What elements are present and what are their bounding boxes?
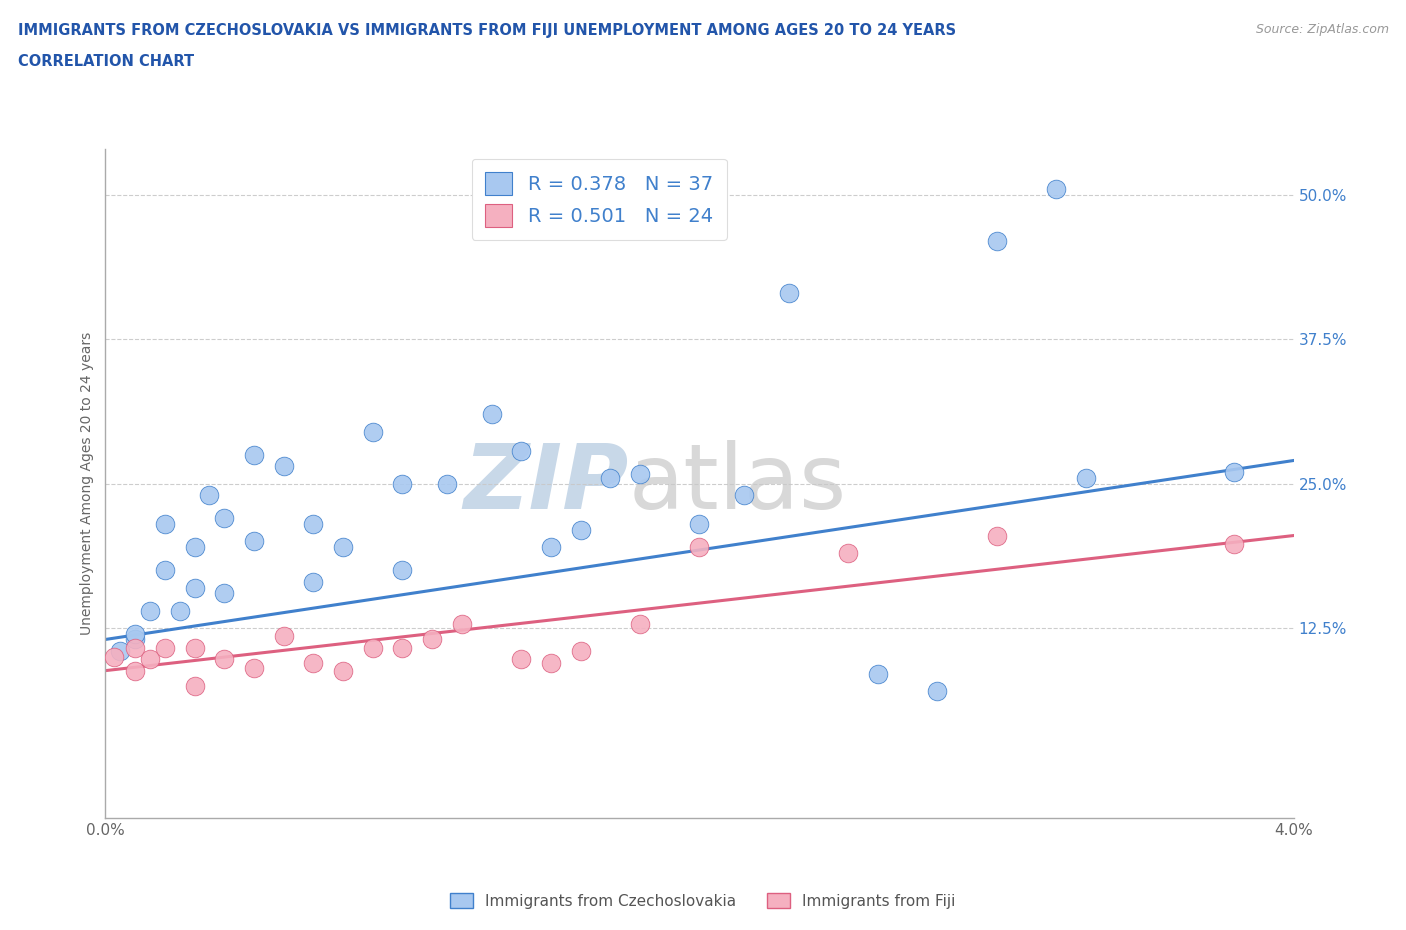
Point xyxy=(391,563,413,578)
Point xyxy=(243,447,266,462)
Text: atlas: atlas xyxy=(628,440,846,527)
Point xyxy=(361,640,384,655)
Point xyxy=(214,511,236,525)
Point xyxy=(927,684,949,698)
Text: CORRELATION CHART: CORRELATION CHART xyxy=(18,54,194,69)
Point xyxy=(124,632,146,647)
Point xyxy=(214,652,236,667)
Point xyxy=(420,632,443,647)
Point xyxy=(124,626,146,641)
Point xyxy=(183,678,205,693)
Y-axis label: Unemployment Among Ages 20 to 24 years: Unemployment Among Ages 20 to 24 years xyxy=(80,332,94,635)
Point xyxy=(110,644,132,658)
Point xyxy=(124,640,146,655)
Point xyxy=(391,476,413,491)
Point xyxy=(139,604,162,618)
Point xyxy=(778,286,800,300)
Point xyxy=(169,604,191,618)
Point xyxy=(866,667,889,682)
Legend: R = 0.378   N = 37, R = 0.501   N = 24: R = 0.378 N = 37, R = 0.501 N = 24 xyxy=(471,158,727,240)
Point xyxy=(214,586,236,601)
Text: IMMIGRANTS FROM CZECHOSLOVAKIA VS IMMIGRANTS FROM FIJI UNEMPLOYMENT AMONG AGES 2: IMMIGRANTS FROM CZECHOSLOVAKIA VS IMMIGR… xyxy=(18,23,956,38)
Point xyxy=(628,467,651,482)
Text: Source: ZipAtlas.com: Source: ZipAtlas.com xyxy=(1256,23,1389,36)
Point xyxy=(273,629,295,644)
Point xyxy=(569,523,592,538)
Point xyxy=(243,534,266,549)
Text: ZIP: ZIP xyxy=(463,440,628,527)
Point xyxy=(540,539,562,554)
Point xyxy=(198,487,221,502)
Point xyxy=(273,458,295,473)
Point xyxy=(153,640,176,655)
Point xyxy=(183,580,205,595)
Point xyxy=(510,444,533,458)
Point xyxy=(153,516,176,531)
Point xyxy=(510,652,533,667)
Point xyxy=(302,575,325,590)
Point xyxy=(361,424,384,439)
Point xyxy=(302,655,325,670)
Point xyxy=(332,539,354,554)
Point xyxy=(569,644,592,658)
Point xyxy=(599,471,621,485)
Point xyxy=(183,640,205,655)
Point xyxy=(139,652,162,667)
Point xyxy=(986,233,1008,248)
Legend: Immigrants from Czechoslovakia, Immigrants from Fiji: Immigrants from Czechoslovakia, Immigran… xyxy=(444,886,962,915)
Point xyxy=(689,539,711,554)
Point xyxy=(332,663,354,678)
Point xyxy=(986,528,1008,543)
Point xyxy=(450,617,472,631)
Point xyxy=(1074,471,1097,485)
Point xyxy=(540,655,562,670)
Point xyxy=(628,617,651,631)
Point xyxy=(103,649,125,664)
Point xyxy=(153,563,176,578)
Point xyxy=(837,545,859,560)
Point xyxy=(391,640,413,655)
Point xyxy=(302,516,325,531)
Point xyxy=(1045,181,1067,196)
Point xyxy=(733,487,755,502)
Point xyxy=(481,407,503,422)
Point xyxy=(689,516,711,531)
Point xyxy=(124,663,146,678)
Point xyxy=(436,476,458,491)
Point xyxy=(1223,465,1246,480)
Point xyxy=(243,661,266,676)
Point xyxy=(183,539,205,554)
Point xyxy=(1223,537,1246,551)
